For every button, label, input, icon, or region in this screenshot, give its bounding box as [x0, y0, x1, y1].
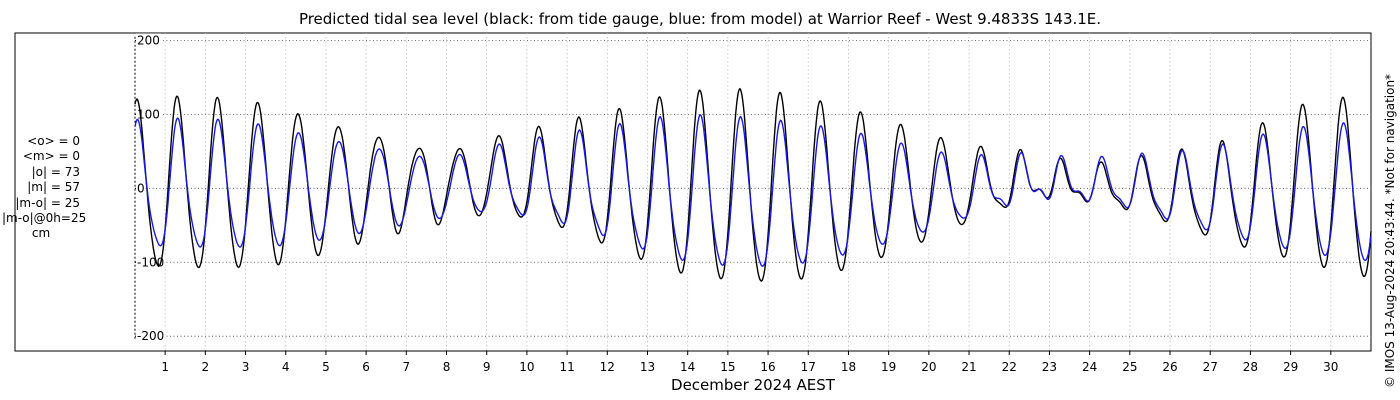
statistics-panel: <o> = 0 <m> = 0 |o| = 73 |m| = 57 |m-o| …: [2, 134, 87, 242]
x-tick-label: 10: [519, 360, 534, 374]
stat-mean-observed: <o> = 0: [27, 134, 80, 148]
stat-abs-diff: |m-o| = 25: [15, 195, 80, 210]
x-tick-label: 13: [640, 360, 655, 374]
x-tick-label: 6: [362, 360, 370, 374]
stat-abs-observed: |o| = 73: [31, 164, 80, 179]
x-tick-label: 16: [760, 360, 775, 374]
y-tick-label-bg: [136, 329, 166, 344]
x-tick-label: 27: [1203, 360, 1218, 374]
x-axis-label: December 2024 AEST: [671, 376, 835, 394]
series-lines: [134, 87, 1372, 282]
copyright-notice: © IMOS 13-Aug-2024 20:43:44. *Not for na…: [1383, 73, 1397, 388]
stat-abs-diff-0h: |m-o|@0h=25: [2, 211, 87, 226]
y-tick-label-bg: [136, 33, 161, 48]
x-tick-label: 2: [202, 360, 210, 374]
x-tick-label: 30: [1323, 360, 1338, 374]
x-tick-label: 29: [1283, 360, 1298, 374]
x-tick-label: 4: [282, 360, 290, 374]
stat-mean-model: <m> = 0: [22, 149, 80, 164]
x-tick-label: 11: [559, 360, 574, 374]
x-tick-label: 7: [402, 360, 410, 374]
x-tick-label: 15: [720, 360, 735, 374]
x-tick-label: 21: [961, 360, 976, 374]
tide-gauge-series-line: [134, 87, 1372, 282]
x-tick-label: 24: [1082, 360, 1097, 374]
grid: [135, 33, 1371, 351]
x-tick-label: 22: [1002, 360, 1017, 374]
x-tick-label: 28: [1243, 360, 1258, 374]
x-tick-label: 17: [801, 360, 816, 374]
x-tick-label: 26: [1162, 360, 1177, 374]
x-tick-label: 19: [881, 360, 896, 374]
chart-title: Predicted tidal sea level (black: from t…: [298, 10, 1102, 28]
y-tick-label-bg: [136, 107, 161, 122]
x-tick-label: 20: [921, 360, 936, 374]
model-series-line: [134, 114, 1372, 267]
y-tick-label: 0: [137, 181, 145, 195]
x-tick-label: 25: [1122, 360, 1137, 374]
y-tick-label: 100: [137, 107, 160, 121]
x-tick-label: 5: [322, 360, 330, 374]
y-tick-label: 200: [137, 33, 160, 47]
x-tick-label: 1: [161, 360, 169, 374]
x-tick-label: 9: [483, 360, 491, 374]
x-tick-label: 12: [600, 360, 615, 374]
outer-frame: [14, 32, 1372, 352]
stat-abs-model: |m| = 57: [27, 180, 80, 195]
x-tick-label: 3: [242, 360, 250, 374]
x-tick-label: 18: [841, 360, 856, 374]
x-tick-label: 23: [1042, 360, 1057, 374]
y-tick-label-bg: [136, 181, 146, 196]
x-tick-label: 8: [443, 360, 451, 374]
x-tick-label: 14: [680, 360, 695, 374]
stat-unit: cm: [31, 226, 51, 241]
y-tick-label: -200: [137, 329, 164, 343]
